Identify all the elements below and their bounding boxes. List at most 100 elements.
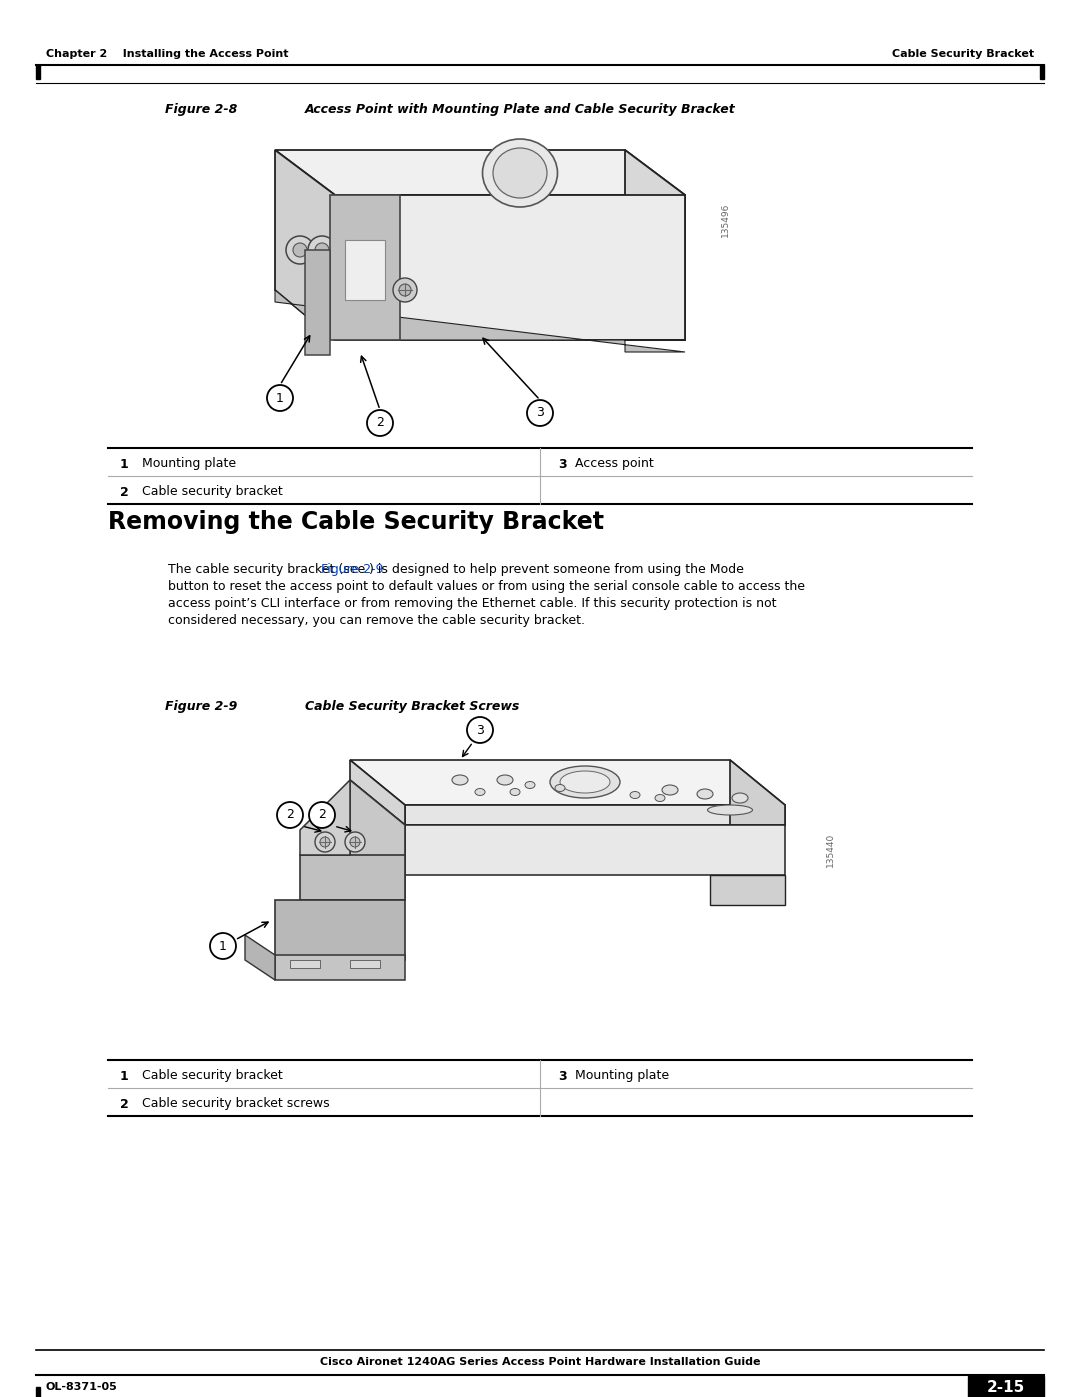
Text: 1: 1 [219,940,227,953]
Bar [312,281,322,289]
Text: Access Point with Mounting Plate and Cable Security Bracket: Access Point with Mounting Plate and Cab… [305,103,735,116]
Text: The cable security bracket (see: The cable security bracket (see [168,563,369,576]
Ellipse shape [707,805,753,814]
Text: 2-15: 2-15 [987,1379,1025,1394]
Text: 2: 2 [376,416,383,429]
Text: Cable security bracket: Cable security bracket [141,1070,283,1083]
Circle shape [367,409,393,436]
Text: Figure 2-9: Figure 2-9 [165,700,238,712]
Text: Access point: Access point [575,457,653,471]
Polygon shape [330,196,400,339]
Circle shape [315,243,329,257]
Text: Chapter 2    Installing the Access Point: Chapter 2 Installing the Access Point [46,49,288,59]
Polygon shape [345,240,384,300]
Text: 2: 2 [286,809,294,821]
Bar [36,1387,40,1397]
Text: Cisco Aironet 1240AG Series Access Point Hardware Installation Guide: Cisco Aironet 1240AG Series Access Point… [320,1356,760,1368]
Polygon shape [300,855,405,900]
Text: Cable Security Bracket: Cable Security Bracket [892,49,1034,59]
Polygon shape [275,291,685,352]
Text: 3: 3 [558,457,567,471]
Circle shape [350,837,360,847]
Circle shape [320,837,330,847]
Polygon shape [350,760,785,805]
Ellipse shape [654,795,665,802]
Circle shape [393,278,417,302]
Circle shape [286,236,314,264]
Polygon shape [300,780,350,855]
Circle shape [276,802,303,828]
Polygon shape [275,149,685,196]
Text: Figure 2-9: Figure 2-9 [321,563,383,576]
Text: 3: 3 [476,724,484,736]
Ellipse shape [555,785,565,792]
Polygon shape [625,149,685,339]
Text: ) is designed to help prevent someone from using the Mode: ) is designed to help prevent someone fr… [368,563,744,576]
Circle shape [308,236,336,264]
Circle shape [309,802,335,828]
Bar [1040,66,1044,80]
Ellipse shape [697,789,713,799]
Bar [350,960,380,968]
Bar [968,1376,1044,1397]
Text: 2: 2 [120,486,129,499]
Polygon shape [350,780,405,900]
Circle shape [399,284,411,296]
Text: 2: 2 [120,1098,129,1111]
Bar [36,66,40,80]
Polygon shape [730,760,785,826]
Circle shape [210,933,237,958]
Text: Cable security bracket: Cable security bracket [141,486,283,499]
Circle shape [267,386,293,411]
Text: considered necessary, you can remove the cable security bracket.: considered necessary, you can remove the… [168,615,585,627]
Text: 2: 2 [319,809,326,821]
Ellipse shape [453,775,468,785]
Text: OL-8371-05: OL-8371-05 [46,1382,118,1391]
Polygon shape [245,935,275,981]
Polygon shape [305,250,330,355]
Ellipse shape [662,785,678,795]
Ellipse shape [475,788,485,795]
Text: button to reset the access point to default values or from using the serial cons: button to reset the access point to defa… [168,580,805,592]
Ellipse shape [732,793,748,803]
Text: 3: 3 [558,1070,567,1083]
Bar [291,960,320,968]
Polygon shape [275,900,405,960]
Text: Figure 2-8: Figure 2-8 [165,103,238,116]
Polygon shape [405,805,785,826]
Polygon shape [405,826,785,875]
Text: 1: 1 [120,1070,129,1083]
Ellipse shape [561,771,610,793]
Text: 135496: 135496 [720,203,729,237]
Circle shape [467,717,492,743]
Text: 135440: 135440 [825,833,835,868]
Circle shape [527,400,553,426]
Ellipse shape [550,766,620,798]
Text: Mounting plate: Mounting plate [141,457,237,471]
Text: Removing the Cable Security Bracket: Removing the Cable Security Bracket [108,510,604,534]
Polygon shape [350,760,405,826]
Text: access point’s CLI interface or from removing the Ethernet cable. If this securi: access point’s CLI interface or from rem… [168,597,777,610]
Polygon shape [275,956,405,981]
Text: 3: 3 [536,407,544,419]
Bar [326,281,336,289]
Polygon shape [350,780,405,875]
Polygon shape [335,196,685,339]
Ellipse shape [630,792,640,799]
Circle shape [315,833,335,852]
Polygon shape [710,875,785,905]
Ellipse shape [510,788,519,795]
Circle shape [345,833,365,852]
Polygon shape [275,149,335,339]
Ellipse shape [492,148,546,198]
Text: Cable security bracket screws: Cable security bracket screws [141,1098,329,1111]
Text: 1: 1 [276,391,284,405]
Ellipse shape [483,138,557,207]
Text: Cable Security Bracket Screws: Cable Security Bracket Screws [305,700,519,712]
Circle shape [293,243,307,257]
Text: 1: 1 [120,457,129,471]
Bar [340,281,350,289]
Ellipse shape [525,781,535,788]
Ellipse shape [497,775,513,785]
Text: Mounting plate: Mounting plate [575,1070,670,1083]
